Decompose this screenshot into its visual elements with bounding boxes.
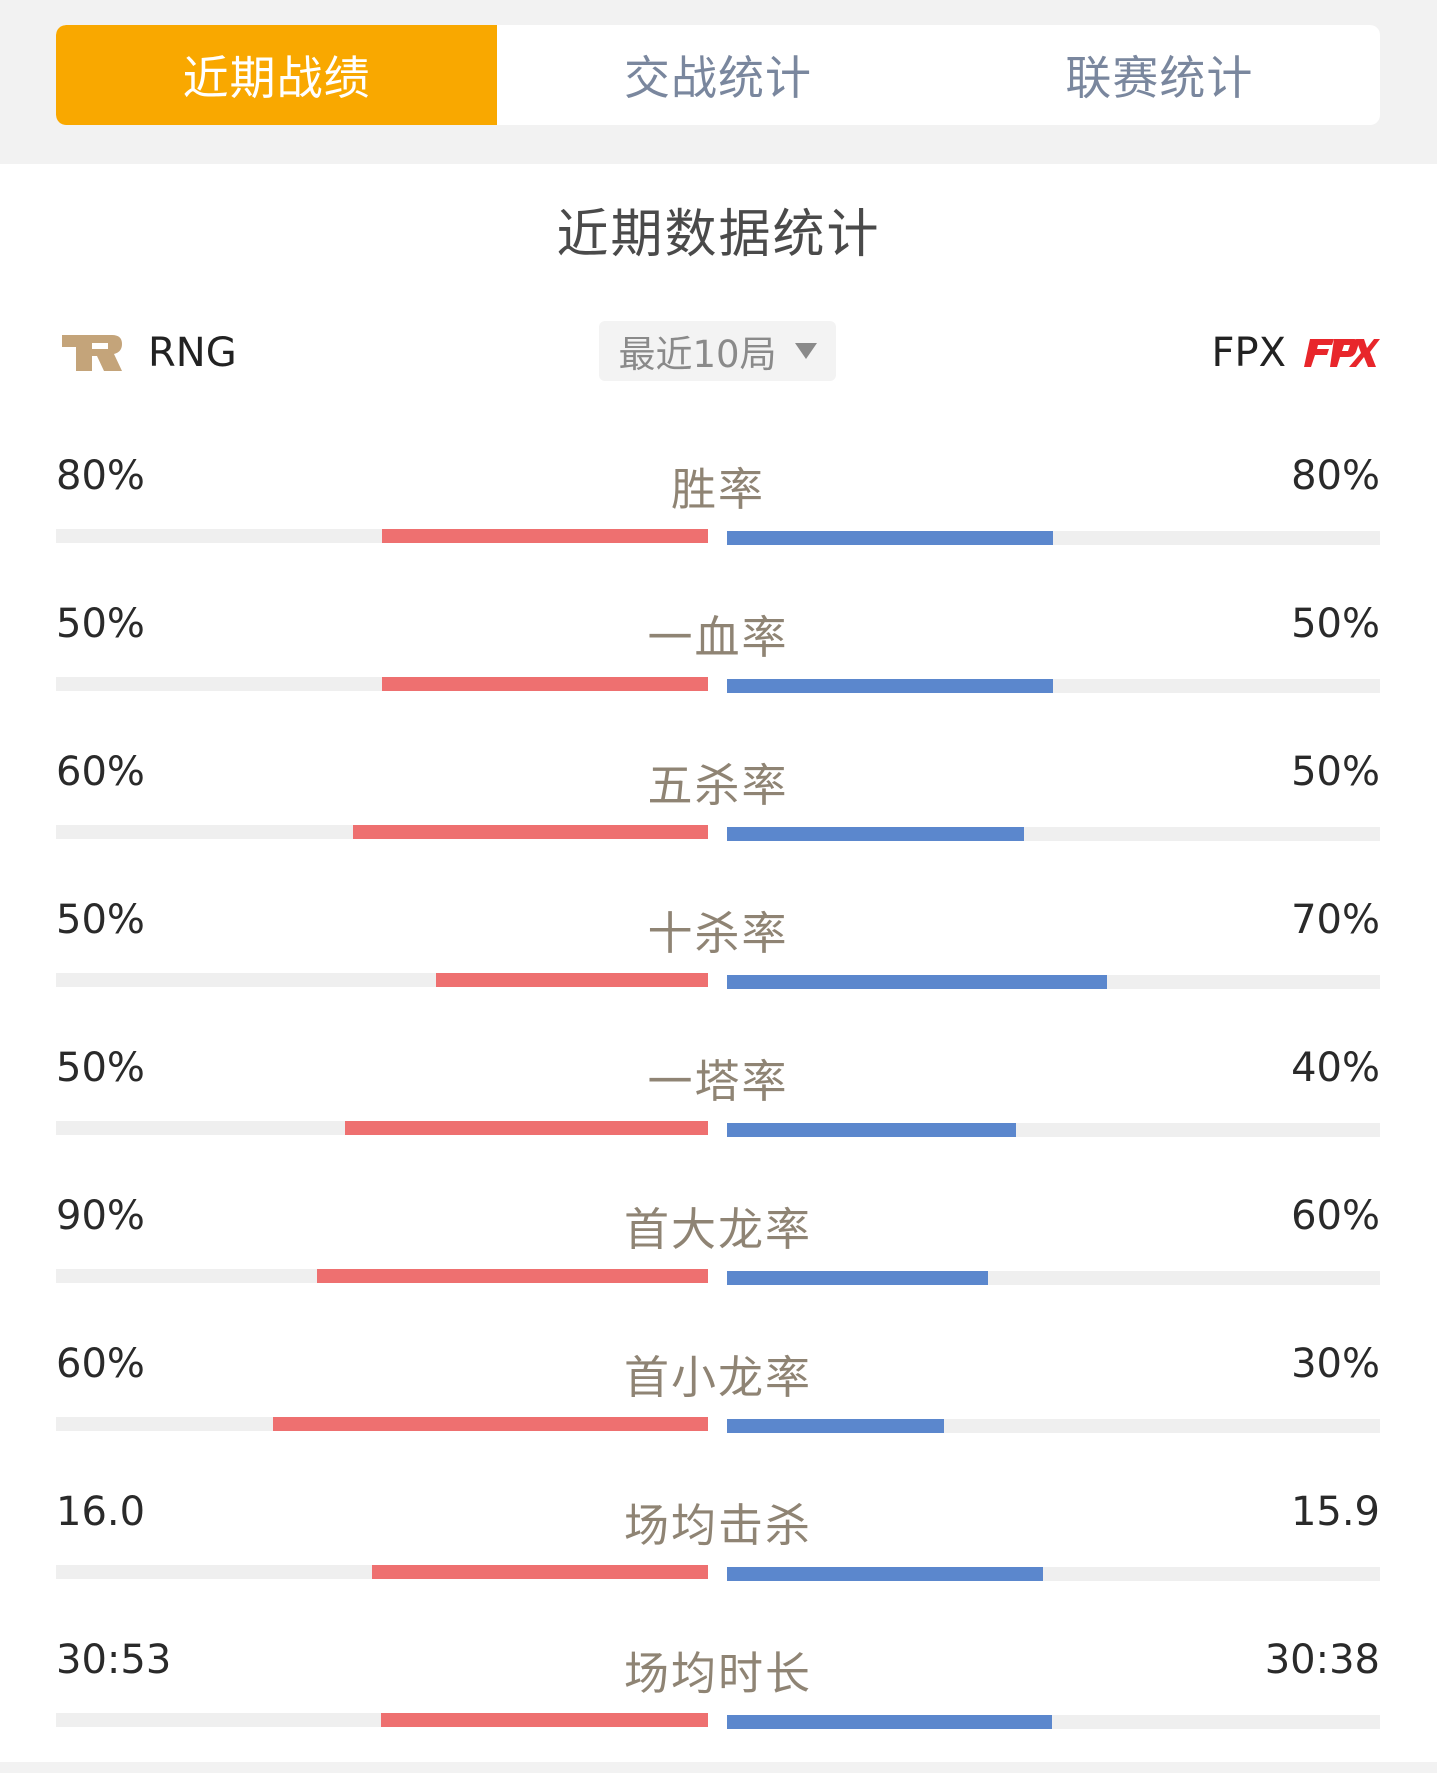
stat-row: 60% 首小龙率 30% [56, 1341, 1380, 1461]
tab-bar: 近期战绩 交战统计 联赛统计 [56, 25, 1380, 125]
stat-row: 90% 首大龙率 60% [56, 1193, 1380, 1313]
team-left: RNG [60, 325, 237, 381]
stat-right-bar [727, 827, 1024, 841]
stat-left-bar [382, 529, 708, 543]
stat-row: 50% 一血率 50% [56, 601, 1380, 721]
stat-right-bar [727, 1419, 944, 1433]
stat-label: 一血率 [647, 611, 789, 664]
stat-left-bar [345, 1121, 708, 1135]
stat-left-track [56, 1121, 708, 1135]
stat-right-track [727, 1419, 1380, 1433]
tab-recent-record[interactable]: 近期战绩 [56, 25, 498, 125]
stat-left-bar [273, 1417, 708, 1431]
match-count-dropdown[interactable]: 最近10局 [599, 321, 836, 381]
stat-left-value: 30:53 [56, 1637, 172, 1683]
bottom-divider [0, 1762, 1437, 1773]
stat-left-value: 60% [56, 749, 145, 795]
caret-down-icon [794, 343, 817, 359]
stat-right-value: 30% [1291, 1341, 1380, 1387]
stat-left-bar [372, 1565, 708, 1579]
stat-label: 五杀率 [647, 759, 789, 812]
stat-left-value: 60% [56, 1341, 145, 1387]
stat-right-track [727, 531, 1380, 545]
stat-right-value: 60% [1291, 1193, 1380, 1239]
rng-logo-icon [62, 335, 122, 371]
stat-left-track [56, 1713, 708, 1727]
stat-right-track [727, 679, 1380, 693]
stat-right-bar [727, 975, 1107, 989]
stat-left-track [56, 1417, 708, 1431]
stat-right-bar [727, 531, 1053, 545]
stat-right-bar [727, 1123, 1016, 1137]
stat-left-value: 50% [56, 897, 145, 943]
stat-right-value: 40% [1291, 1045, 1380, 1091]
team-right-name: FPX [1211, 330, 1286, 376]
stat-left-value: 16.0 [56, 1489, 146, 1535]
stat-right-value: 50% [1291, 749, 1380, 795]
stat-left-track [56, 973, 708, 987]
stat-right-value: 30:38 [1264, 1637, 1380, 1683]
stat-row: 50% 十杀率 70% [56, 897, 1380, 1017]
stat-left-bar [353, 825, 708, 839]
stat-left-track [56, 1565, 708, 1579]
stat-left-bar [381, 1713, 708, 1727]
stat-left-value: 80% [56, 453, 145, 499]
stat-right-value: 50% [1291, 601, 1380, 647]
stat-right-value: 80% [1291, 453, 1380, 499]
stat-label: 一塔率 [647, 1055, 789, 1108]
stat-right-value: 70% [1291, 897, 1380, 943]
fpx-logo-icon [1304, 339, 1380, 367]
stat-left-track [56, 825, 708, 839]
stat-right-bar [727, 1271, 988, 1285]
stat-left-bar [317, 1269, 708, 1283]
stat-left-bar [382, 677, 708, 691]
stat-right-track [727, 1567, 1380, 1581]
stat-row: 30:53 场均时长 30:38 [56, 1637, 1380, 1757]
top-tab-bar-area: 近期战绩 交战统计 联赛统计 [0, 0, 1437, 164]
stat-right-track [727, 1715, 1380, 1729]
stat-row: 50% 一塔率 40% [56, 1045, 1380, 1165]
stat-label: 场均时长 [623, 1647, 812, 1700]
stat-label: 首大龙率 [623, 1203, 812, 1256]
tab-league-stats[interactable]: 联赛统计 [1065, 51, 1254, 105]
team-left-name: RNG [148, 330, 237, 376]
stat-right-track [727, 1271, 1380, 1285]
stat-left-bar [436, 973, 708, 987]
stat-right-bar [727, 1567, 1043, 1581]
stat-label: 十杀率 [647, 907, 789, 960]
stat-row: 80% 胜率 80% [56, 453, 1380, 573]
stat-label: 场均击杀 [623, 1499, 812, 1552]
stat-left-track [56, 529, 708, 543]
stat-label: 首小龙率 [623, 1351, 812, 1404]
section-title: 近期数据统计 [556, 205, 881, 265]
stat-row: 16.0 场均击杀 15.9 [56, 1489, 1380, 1609]
tab-head-to-head[interactable]: 交战统计 [623, 51, 812, 105]
match-count-label: 最近10局 [618, 333, 777, 376]
stat-right-bar [727, 1715, 1052, 1729]
stat-left-value: 50% [56, 601, 145, 647]
stat-right-track [727, 1123, 1380, 1137]
stat-right-track [727, 827, 1380, 841]
stat-left-track [56, 677, 708, 691]
stat-left-value: 90% [56, 1193, 145, 1239]
stat-left-track [56, 1269, 708, 1283]
stat-right-bar [727, 679, 1053, 693]
stat-label: 胜率 [670, 463, 765, 516]
stat-left-value: 50% [56, 1045, 145, 1091]
stat-right-track [727, 975, 1380, 989]
team-right: FPX [1211, 325, 1380, 381]
stat-right-value: 15.9 [1290, 1489, 1380, 1535]
stat-row: 60% 五杀率 50% [56, 749, 1380, 869]
